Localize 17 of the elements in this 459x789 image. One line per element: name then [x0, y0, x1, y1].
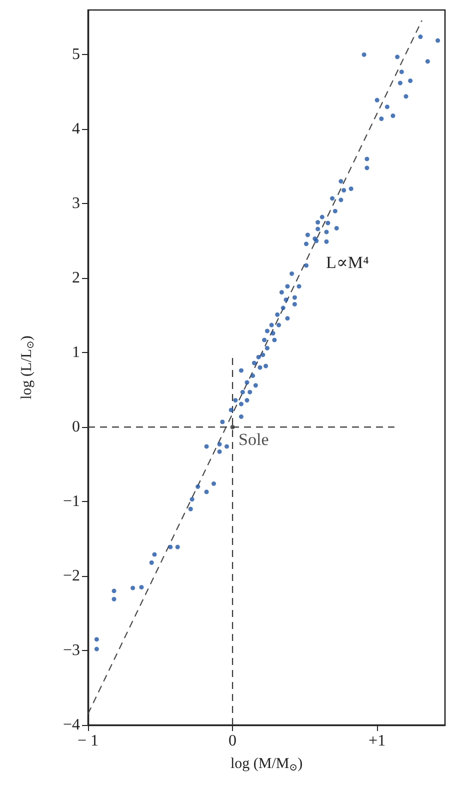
y-tick-label: 2 [72, 270, 80, 287]
annotation: Sole [238, 430, 269, 450]
y-tick-label: 1 [72, 344, 80, 362]
y-tick-label: 5 [72, 46, 80, 64]
annotation: L∝M⁴ [326, 253, 370, 272]
y-tick-label: 0 [72, 418, 80, 436]
y-tick-label: 4 [72, 120, 80, 138]
x-tick-label: +1 [368, 732, 386, 750]
y-tick-label: −3 [62, 642, 80, 660]
y-tick-label: −1 [62, 493, 80, 510]
y-tick-label: −2 [62, 568, 80, 585]
y-tick-label: 3 [72, 195, 80, 212]
y-axis-title: log (L/L⊙) [19, 336, 36, 400]
x-axis-title: log (M/M⊙) [230, 756, 303, 774]
y-tick-label: −4 [62, 716, 80, 734]
x-tick-label: − 1 [77, 732, 99, 750]
x-tick-label: 0 [228, 732, 237, 750]
